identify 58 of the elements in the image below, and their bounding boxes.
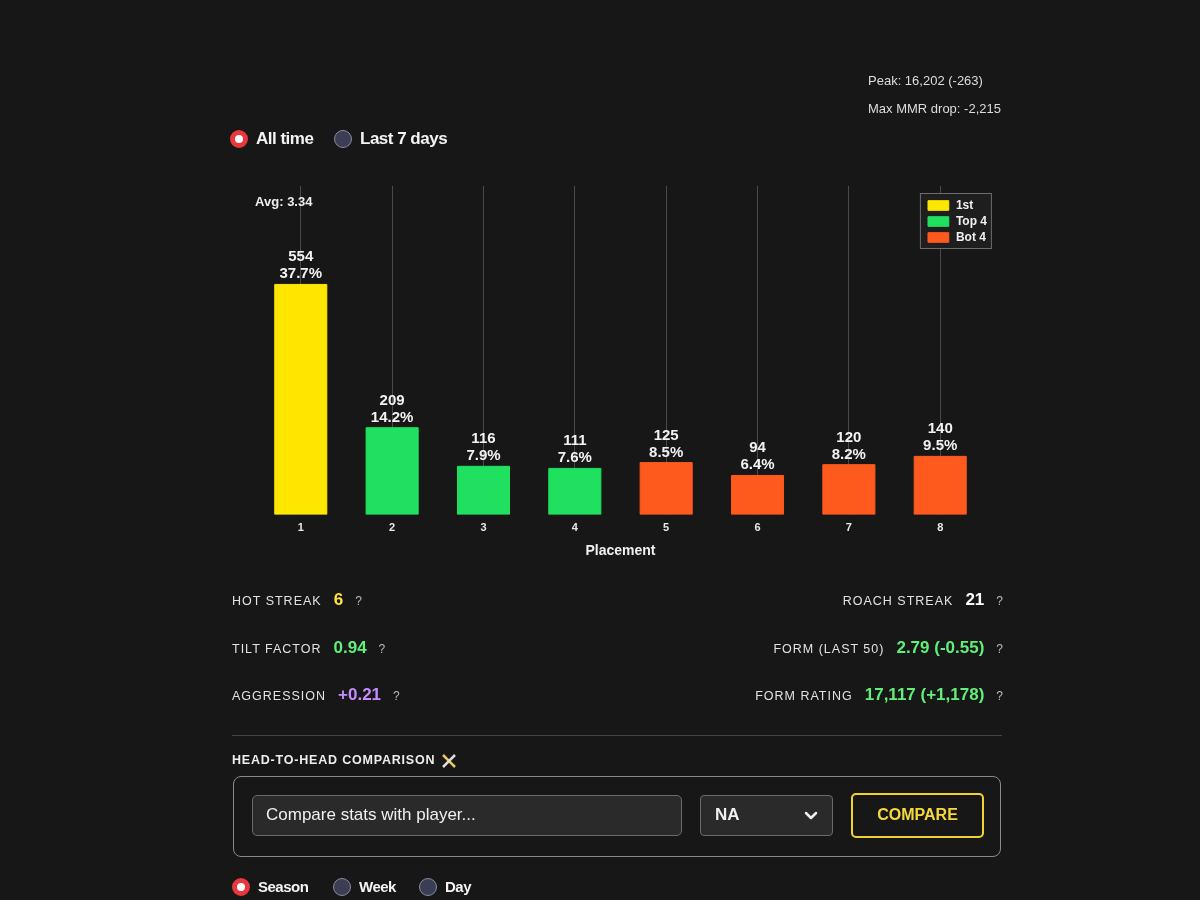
bar [274,283,328,515]
x-tick-label: 4 [571,520,579,533]
text: 0.94 [333,637,367,659]
text: Max MMR drop: -2,215 [868,100,1001,118]
bar [365,427,419,515]
text: Peak: 16,202 (-263) [868,72,983,90]
button: COMPARE [851,793,984,838]
bar [913,455,967,515]
text: +0.21 [338,684,382,706]
text: HEAD-TO-HEAD COMPARISON [232,752,437,769]
bar [548,467,602,515]
x-tick-label: 3 [480,520,487,533]
legend-label: 1st [955,198,975,212]
data-label: 125 8.5% [649,425,684,460]
data-label: 116 7.9% [466,429,501,464]
dropdown: NA [700,795,833,836]
x-tick-label: 2 [389,520,396,533]
bar [822,464,876,515]
text: TILT FACTOR [232,641,322,658]
legend-label: Bot 4 [955,230,986,244]
text: Avg: 3.34 [255,193,314,209]
text: ? [996,688,1003,705]
text: ROACH STREAK [842,593,954,610]
text: HOT STREAK [232,593,322,610]
text: AGGRESSION [232,688,327,705]
bar [639,462,693,515]
text: Day [445,877,472,897]
text: 6 [333,589,344,611]
data-label: 111 7.6% [557,431,592,466]
x-tick-label: 7 [845,520,852,533]
x-tick-label: 5 [663,520,670,533]
text: ? [378,641,386,658]
x-tick-label: 6 [754,520,761,533]
data-label: 140 9.5% [923,419,958,454]
text: Season [258,877,309,897]
x-axis-title: Placement [585,541,656,558]
text: ? [996,641,1003,658]
text: ? [355,593,362,610]
data-label: 554 37.7% [279,247,323,282]
text: Last 7 days [360,128,448,150]
text: 2.79 (-0.55) [896,637,985,659]
legend-label: Top 4 [955,214,987,228]
text: 21 [965,589,985,611]
text: ? [996,593,1003,610]
x-tick-label: 8 [937,520,944,533]
text-input: Compare stats with player... [252,795,682,836]
text: Week [359,877,396,897]
bar [456,465,511,515]
text: 17,117 (+1,178) [864,684,985,706]
text: All time [256,128,314,150]
text: FORM (LAST 50) [773,641,885,658]
data-label: 94 6.4% [740,438,775,473]
data-label: 209 14.2% [370,390,414,425]
data-label: 120 8.2% [831,427,866,462]
text: ? [393,688,400,705]
text: FORM RATING [755,688,853,705]
x-tick-label: 1 [297,520,304,533]
bar [730,474,785,515]
